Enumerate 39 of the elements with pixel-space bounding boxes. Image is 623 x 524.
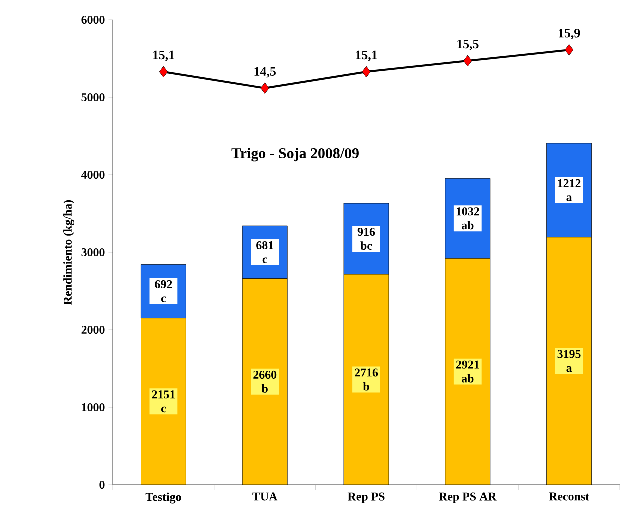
- data-label: 2660 b: [254, 370, 277, 393]
- y-tick-label: 4000: [81, 170, 105, 180]
- data-label: 692 c: [155, 280, 172, 302]
- bar: [242, 278, 288, 485]
- x-tick-label: Rep PS: [348, 492, 385, 504]
- y-axis-title: Rendimiento (kg/ha): [64, 200, 74, 305]
- data-label: 2151 c: [152, 390, 176, 413]
- data-label: 15,5: [458, 40, 479, 51]
- text: Trigo - Soja 2008/09: [232, 148, 359, 162]
- y-tick-label: 3000: [82, 248, 105, 257]
- data-label: 3195 a: [558, 350, 581, 372]
- point: [564, 44, 574, 56]
- y-tick-label: 6000: [82, 16, 105, 24]
- data-label: 1212 a: [558, 179, 581, 202]
- x-tick-label: Rep PS AR: [439, 492, 497, 504]
- bar: [344, 274, 389, 485]
- data-label: 916 bc: [358, 228, 376, 250]
- data-label: 14,5: [254, 67, 276, 78]
- y-tick-label: 0: [100, 480, 105, 490]
- point: [260, 82, 270, 94]
- bar: [141, 318, 186, 485]
- data-label: 2921 ab: [456, 360, 480, 383]
- data-label: 15,1: [153, 50, 174, 62]
- point: [362, 66, 371, 78]
- bar: [546, 237, 592, 485]
- bar: [445, 258, 490, 485]
- data-label: 15,1: [356, 50, 378, 62]
- x-tick-label: Testigo: [146, 492, 182, 504]
- data-label: 1032 ab: [456, 208, 480, 230]
- data-label: 2716 b: [355, 368, 378, 391]
- point: [464, 55, 472, 67]
- data-label: 681 c: [256, 241, 274, 264]
- data-label: 15,9: [559, 29, 580, 40]
- x-tick-label: Reconst: [549, 492, 590, 501]
- point: [159, 66, 168, 78]
- y-tick-label: 2000: [82, 326, 105, 334]
- y-tick-label: 5000: [82, 93, 105, 102]
- y-tick-label: 1000: [82, 403, 105, 412]
- x-tick-label: TUA: [252, 492, 278, 501]
